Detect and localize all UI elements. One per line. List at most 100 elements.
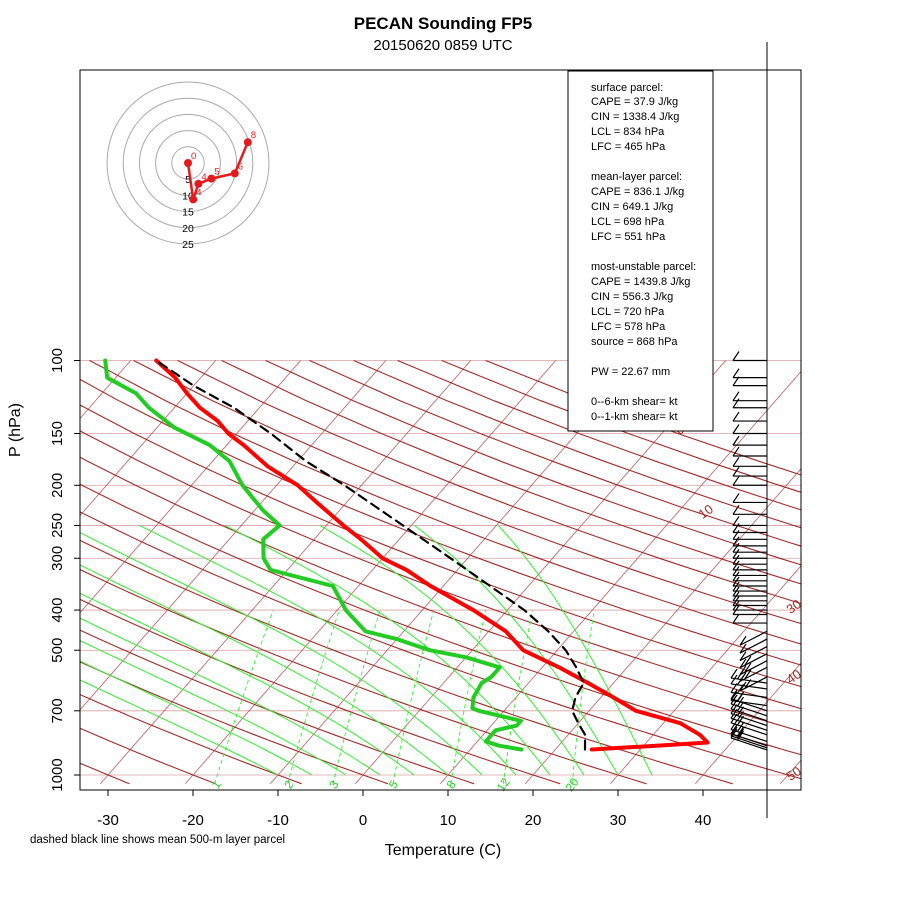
- isotherm-line: [440, 370, 801, 785]
- y-axis-label: P (hPa): [7, 403, 24, 457]
- hodograph-ring-label: 5: [185, 174, 191, 186]
- mixing-ratio-label: 20: [562, 775, 581, 794]
- mean-cape: CAPE = 836.1 J/kg: [591, 186, 684, 198]
- mean-lfc: LFC = 551 hPa: [591, 231, 666, 243]
- hodograph: 0510152025044568: [106, 81, 270, 251]
- hodograph-ring-label: 15: [182, 207, 194, 219]
- wind-barb: [739, 630, 768, 646]
- x-tick-label: 30: [610, 812, 627, 829]
- wind-barb-flag: [730, 689, 738, 700]
- hodograph-ring-label: 20: [182, 223, 194, 235]
- wind-barb-flag: [732, 571, 740, 582]
- mean-cin: CIN = 649.1 J/kg: [591, 201, 673, 213]
- wind-barb-flag: [739, 643, 747, 654]
- wind-barb-flag: [736, 726, 744, 737]
- wind-barb-flag: [732, 411, 740, 422]
- mean-layer-heading: mean-layer parcel:: [591, 171, 682, 183]
- wind-barb: [739, 638, 768, 654]
- mixing-ratio-label: 8: [444, 778, 459, 792]
- dry-adiabat-line: [80, 598, 561, 785]
- parcel-info-box: surface parcel: CAPE = 37.9 J/kg CIN = 1…: [567, 70, 714, 432]
- wind-barb: [730, 728, 768, 743]
- wind-barb: [730, 703, 768, 717]
- wind-barb: [730, 708, 768, 722]
- wind-barb: [739, 646, 768, 662]
- dry-adiabat-line: [80, 539, 733, 785]
- wind-barb: [730, 698, 768, 712]
- wind-barb-flag: [732, 554, 740, 565]
- hodograph-point-label: 6: [238, 161, 243, 172]
- wind-barb-flag: [736, 722, 744, 732]
- temperature-trace: [154, 358, 710, 752]
- wind-barb-flag: [732, 516, 740, 526]
- dry-adiabat-line: [133, 360, 801, 625]
- wind-barb-flag: [739, 665, 747, 676]
- wind-barb-flag: [730, 668, 738, 679]
- wind-barb-flag: [732, 351, 740, 361]
- x-tick-label: -20: [182, 812, 204, 829]
- wind-barb-flag: [744, 655, 752, 666]
- grid-labels: 123581220010304050: [209, 421, 804, 794]
- wind-barb: [730, 737, 768, 751]
- hodograph-point: [184, 159, 192, 167]
- y-tick-label: 100: [49, 348, 66, 373]
- mixing-ratio-line: [332, 609, 381, 784]
- x-tick-label: -30: [97, 812, 119, 829]
- moist-adiabat-line: [80, 617, 381, 776]
- wind-barb: [730, 713, 768, 727]
- isotherm-line: [780, 759, 801, 785]
- mixing-ratio-line: [214, 609, 274, 784]
- mixing-ratio-line: [392, 609, 435, 784]
- moist-adiabat-line: [414, 525, 619, 776]
- moist-adiabat-line: [80, 592, 415, 776]
- mixing-ratio-label: 1: [209, 778, 224, 792]
- dry-adiabat-label: 30: [783, 596, 803, 617]
- wind-barb: [730, 699, 768, 707]
- mu-lcl: LCL = 720 hPa: [591, 306, 665, 318]
- dry-adiabat-label: 50: [783, 763, 803, 784]
- dry-adiabat-line: [80, 568, 647, 785]
- wind-barb: [739, 676, 768, 692]
- isotherm-line: [185, 360, 556, 785]
- wind-barb-flag: [732, 466, 740, 477]
- dry-adiabat-line: [177, 360, 801, 605]
- wind-barb-flag: [730, 720, 738, 730]
- dry-adiabat-label: 10: [695, 501, 715, 522]
- wind-barb-flag: [732, 529, 740, 540]
- wind-barbs: [730, 351, 768, 751]
- y-tick-label: 400: [49, 598, 66, 623]
- dry-adiabat-line: [80, 430, 801, 710]
- dewpoint-trace: [103, 358, 524, 752]
- surface-cape: CAPE = 37.9 J/kg: [591, 96, 678, 108]
- hodograph-point: [189, 195, 198, 204]
- isotherm-line: [695, 662, 801, 785]
- wind-barb-flag: [732, 493, 740, 503]
- wind-barb-flag: [732, 424, 740, 434]
- wind-barb-flag: [732, 560, 740, 571]
- wind-barb-flag: [739, 681, 747, 692]
- wind-barb: [730, 733, 768, 747]
- dry-adiabat-line: [80, 511, 801, 780]
- hodograph-point-label: 0: [191, 151, 196, 162]
- chart-title: PECAN Sounding FP5: [354, 14, 533, 33]
- moist-adiabat-line: [80, 564, 449, 776]
- wind-barb-flag: [739, 651, 747, 661]
- surface-lfc: LFC = 465 hPa: [591, 141, 666, 153]
- mu-source: source = 868 hPa: [591, 336, 678, 348]
- wind-barb-flag: [732, 456, 740, 467]
- most-unstable-heading: most-unstable parcel:: [591, 261, 696, 273]
- wind-barb-flag: [744, 662, 752, 673]
- wind-barb-flag: [732, 475, 740, 486]
- dry-adiabat-line: [80, 378, 801, 666]
- y-tick-label: 500: [49, 638, 66, 663]
- x-tick-label: -10: [267, 812, 289, 829]
- hodograph-point-label: 5: [214, 167, 219, 178]
- wind-barb-flag: [730, 674, 738, 685]
- wind-barb-flag: [732, 542, 740, 553]
- wind-barb: [730, 735, 768, 749]
- hodograph-point-label: 8: [251, 130, 256, 141]
- wind-barb-flag: [739, 672, 747, 682]
- dry-adiabat-line: [80, 456, 801, 732]
- shear-0-6km: 0--6-km shear= kt: [591, 396, 678, 408]
- surface-parcel-heading: surface parcel:: [591, 82, 663, 94]
